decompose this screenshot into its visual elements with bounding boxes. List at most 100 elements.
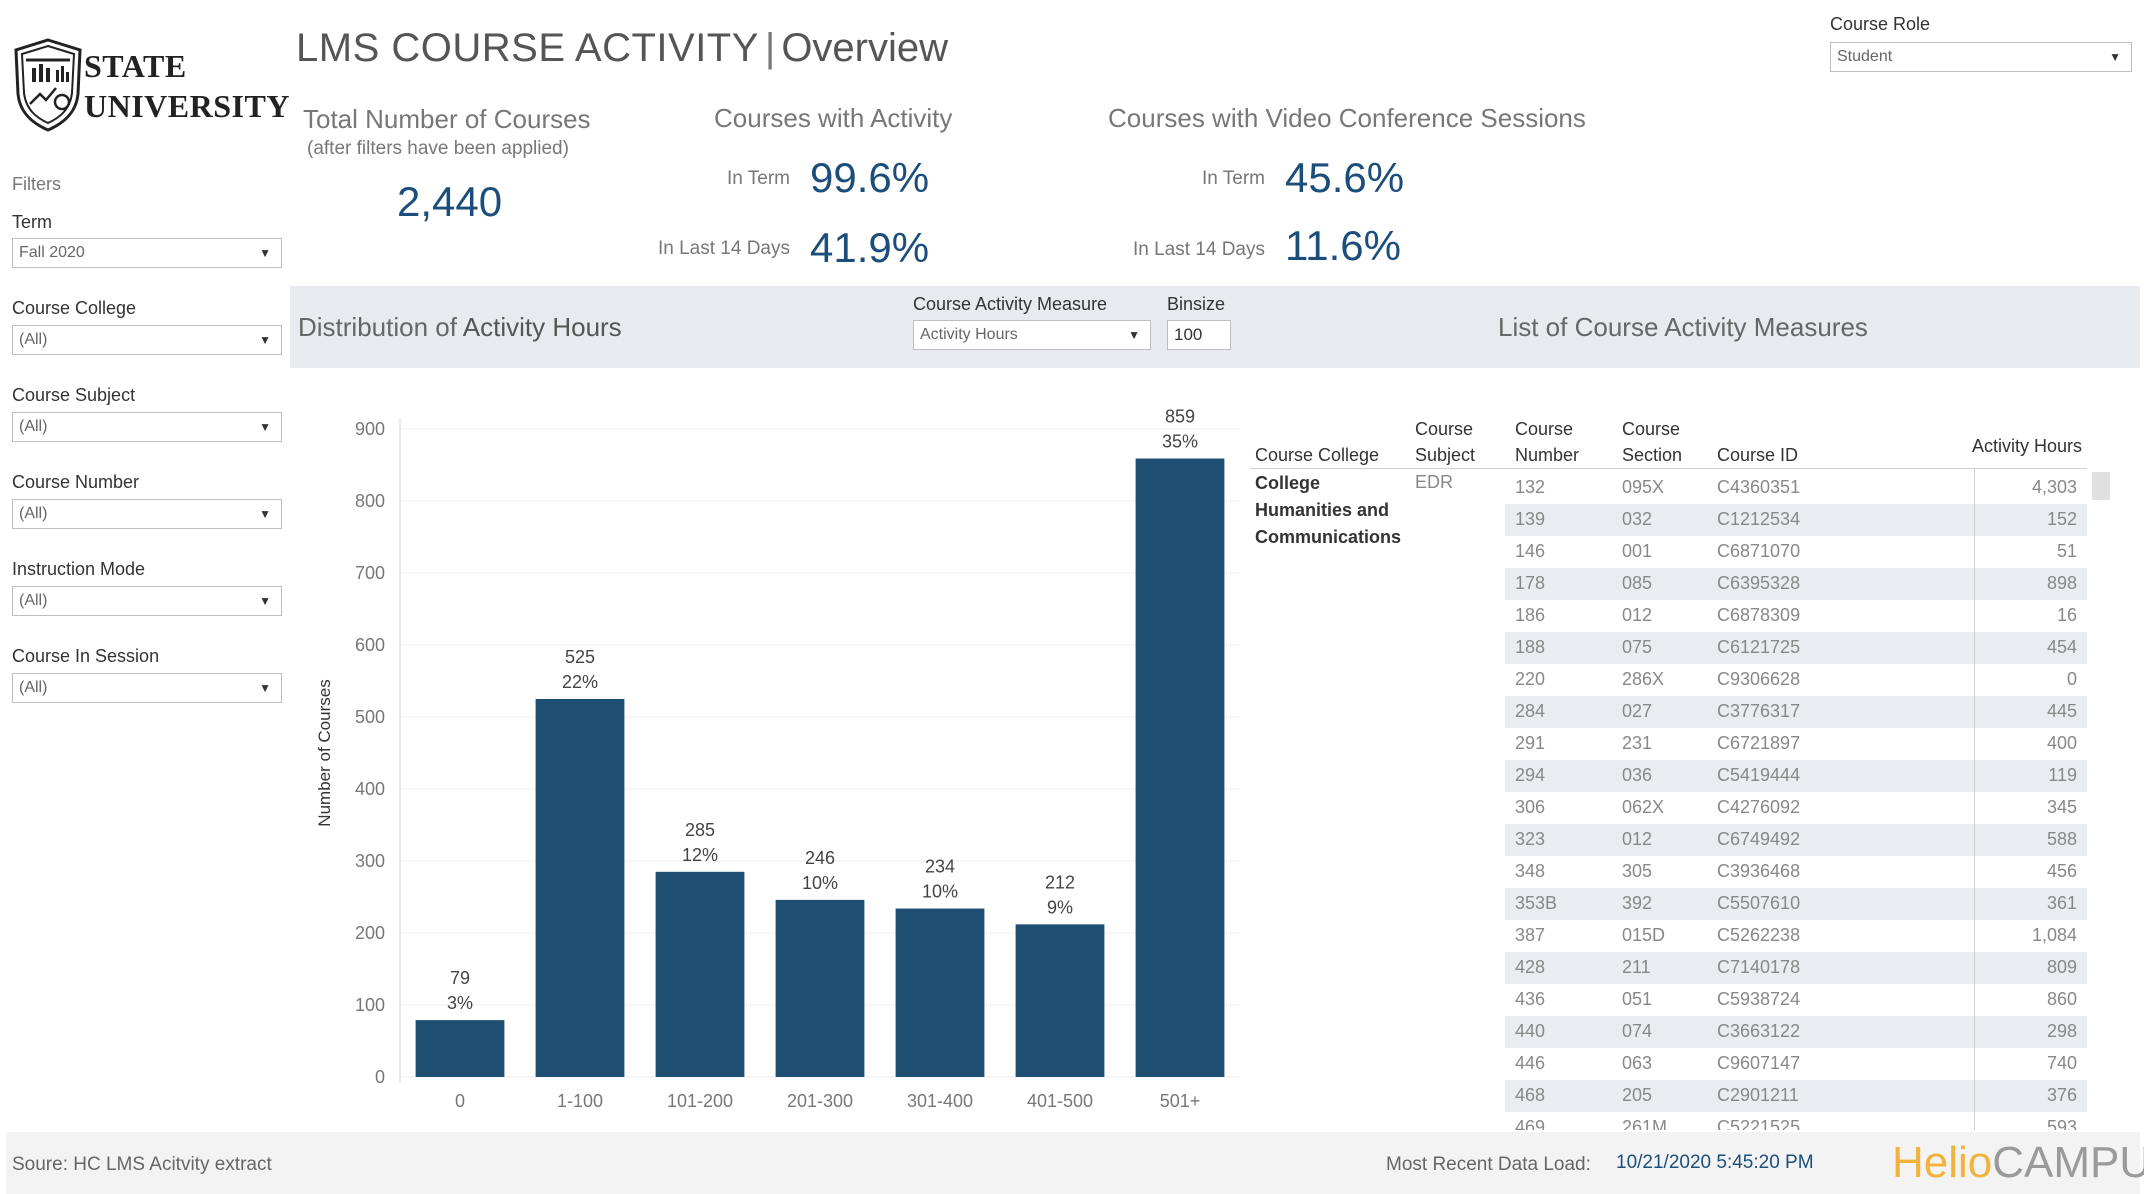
course-number-cell: 139 [1515, 509, 1546, 529]
distribution-title: Distribution of Activity Hours [298, 312, 622, 343]
course-id-cell: C5507610 [1717, 893, 1801, 913]
x-tick-label: 1-100 [557, 1091, 603, 1111]
course-id-cell: C6121725 [1717, 637, 1801, 657]
activity-hours-cell: 740 [2046, 1053, 2077, 1073]
activity-hours-cell: 456 [2046, 861, 2077, 881]
histogram-bar [415, 1020, 505, 1077]
table-scrollbar[interactable] [2092, 472, 2110, 500]
course-id-cell: C4360351 [1717, 477, 1801, 497]
heliocampus-logo: HelioCAMPUS [1892, 1138, 2144, 1188]
table-row: 291 231 C6721897 400 [1505, 728, 2087, 760]
table-row: 323 012 C6749492 588 [1505, 824, 2087, 856]
column-divider [1974, 468, 1975, 1130]
activity-measure-label: Course Activity Measure [913, 294, 1108, 314]
histogram-bar [655, 871, 745, 1077]
y-tick-label: 100 [355, 995, 385, 1015]
course-id-cell: C3936468 [1717, 861, 1801, 881]
course-section-cell: 392 [1622, 893, 1653, 913]
kpi-video-interm-label: In Term [1201, 168, 1265, 189]
bar-percent-label: 10% [922, 882, 958, 902]
table-row: 469 261M C5221525 593 [1505, 1112, 2087, 1130]
course-role-select[interactable]: Student ▼ [1830, 42, 2132, 72]
course-number-cell: 436 [1515, 989, 1546, 1009]
page-title-main: LMS COURSE ACTIVITY [296, 26, 759, 70]
course-id-cell: C4276092 [1717, 797, 1801, 817]
kpi-video-last14-value: 11.6% [1285, 222, 1401, 269]
instruction-mode-select[interactable]: (All) ▼ [12, 586, 282, 616]
course-section-cell: 012 [1622, 829, 1653, 849]
course-number-cell: 284 [1515, 701, 1546, 721]
course-role-value: Student [1837, 48, 1893, 65]
y-tick-label: 700 [355, 563, 385, 583]
header-course-college: Course College [1255, 445, 1380, 465]
table-row: 468 205 C2901211 376 [1505, 1080, 2087, 1112]
table-row: 132 095X C4360351 4,303 [1505, 472, 2087, 504]
filter-label-term: Term [12, 212, 52, 232]
kpi-activity-interm-label: In Term [726, 168, 790, 189]
chevron-down-icon: ▼ [259, 681, 271, 695]
course-section-cell: 286X [1622, 669, 1665, 689]
course-id-cell: C3776317 [1717, 701, 1801, 721]
course-id-cell: C9607147 [1717, 1053, 1801, 1073]
table-row: 186 012 C6878309 16 [1505, 600, 2087, 632]
course-number-select[interactable]: (All) ▼ [12, 499, 282, 529]
table-row: 353B 392 C5507610 361 [1505, 888, 2087, 920]
activity-hours-cell: 376 [2046, 1085, 2077, 1105]
kpi-total-value: 2,440 [397, 178, 503, 225]
course-subject-select[interactable]: (All) ▼ [12, 412, 282, 442]
brand-part-a: Helio [1892, 1138, 1993, 1187]
course-college-select[interactable]: (All) ▼ [12, 325, 282, 355]
y-tick-label: 500 [355, 707, 385, 727]
header-course-id: Course ID [1717, 445, 1799, 465]
header-course-number-2: Number [1515, 445, 1580, 465]
course-id-cell: C5419444 [1717, 765, 1801, 785]
table-row: 436 051 C5938724 860 [1505, 984, 2087, 1016]
course-number-cell: 469 [1515, 1117, 1546, 1130]
brand-part-b: CAMPUS [1992, 1138, 2144, 1187]
chevron-down-icon: ▼ [259, 246, 271, 260]
footer-load-value: 10/21/2020 5:45:20 PM [1616, 1152, 1814, 1173]
list-title: List of Course Activity Measures [1498, 312, 1868, 342]
course-section-cell: 095X [1622, 477, 1665, 497]
x-tick-label: 301-400 [907, 1091, 973, 1111]
bar-value-label: 285 [685, 820, 715, 840]
course-in-session-select[interactable]: (All) ▼ [12, 673, 282, 703]
course-id-cell: C6395328 [1717, 573, 1801, 593]
course-number-cell: 220 [1515, 669, 1546, 689]
course-number-cell: 294 [1515, 765, 1546, 785]
activity-hours-cell: 361 [2046, 893, 2077, 913]
bar-percent-label: 3% [447, 993, 473, 1013]
x-tick-label: 0 [455, 1091, 465, 1111]
header-activity-hours: Activity Hours [1972, 436, 2083, 456]
course-number-cell: 146 [1515, 541, 1546, 561]
college-line-3: Communications [1255, 527, 1402, 547]
course-section-cell: 063 [1622, 1053, 1653, 1073]
bar-value-label: 79 [450, 968, 470, 988]
bar-value-label: 234 [925, 857, 955, 877]
binsize-input[interactable] [1167, 320, 1231, 350]
bar-value-label: 246 [805, 848, 835, 868]
term-select[interactable]: Fall 2020 ▼ [12, 238, 282, 268]
course-section-cell: 012 [1622, 605, 1653, 625]
page-title: LMS COURSE ACTIVITY | Overview [296, 26, 948, 71]
bar-value-label: 859 [1165, 407, 1195, 427]
activity-measure-select[interactable]: Activity Hours ▼ [913, 320, 1151, 350]
activity-hours-cell: 588 [2046, 829, 2077, 849]
activity-hours-cell: 1,084 [2031, 925, 2077, 945]
header-course-number-1: Course [1515, 419, 1574, 439]
course-id-cell: C5262238 [1717, 925, 1801, 945]
course-section-cell: 231 [1622, 733, 1653, 753]
course-subject-value: (All) [19, 418, 48, 435]
table-row: 178 085 C6395328 898 [1505, 568, 2087, 600]
logo-line-2: UNIVERSITY [84, 88, 290, 124]
table-row: 188 075 C6121725 454 [1505, 632, 2087, 664]
course-section-cell: 027 [1622, 701, 1653, 721]
table-row: 294 036 C5419444 119 [1505, 760, 2087, 792]
table-row: 387 015D C5262238 1,084 [1505, 920, 2087, 952]
course-number-cell: 387 [1515, 925, 1546, 945]
bar-value-label: 525 [565, 647, 595, 667]
y-axis-title: Number of Courses [315, 679, 334, 826]
y-tick-label: 400 [355, 779, 385, 799]
course-number-cell: 428 [1515, 957, 1546, 977]
course-number-cell: 186 [1515, 605, 1546, 625]
